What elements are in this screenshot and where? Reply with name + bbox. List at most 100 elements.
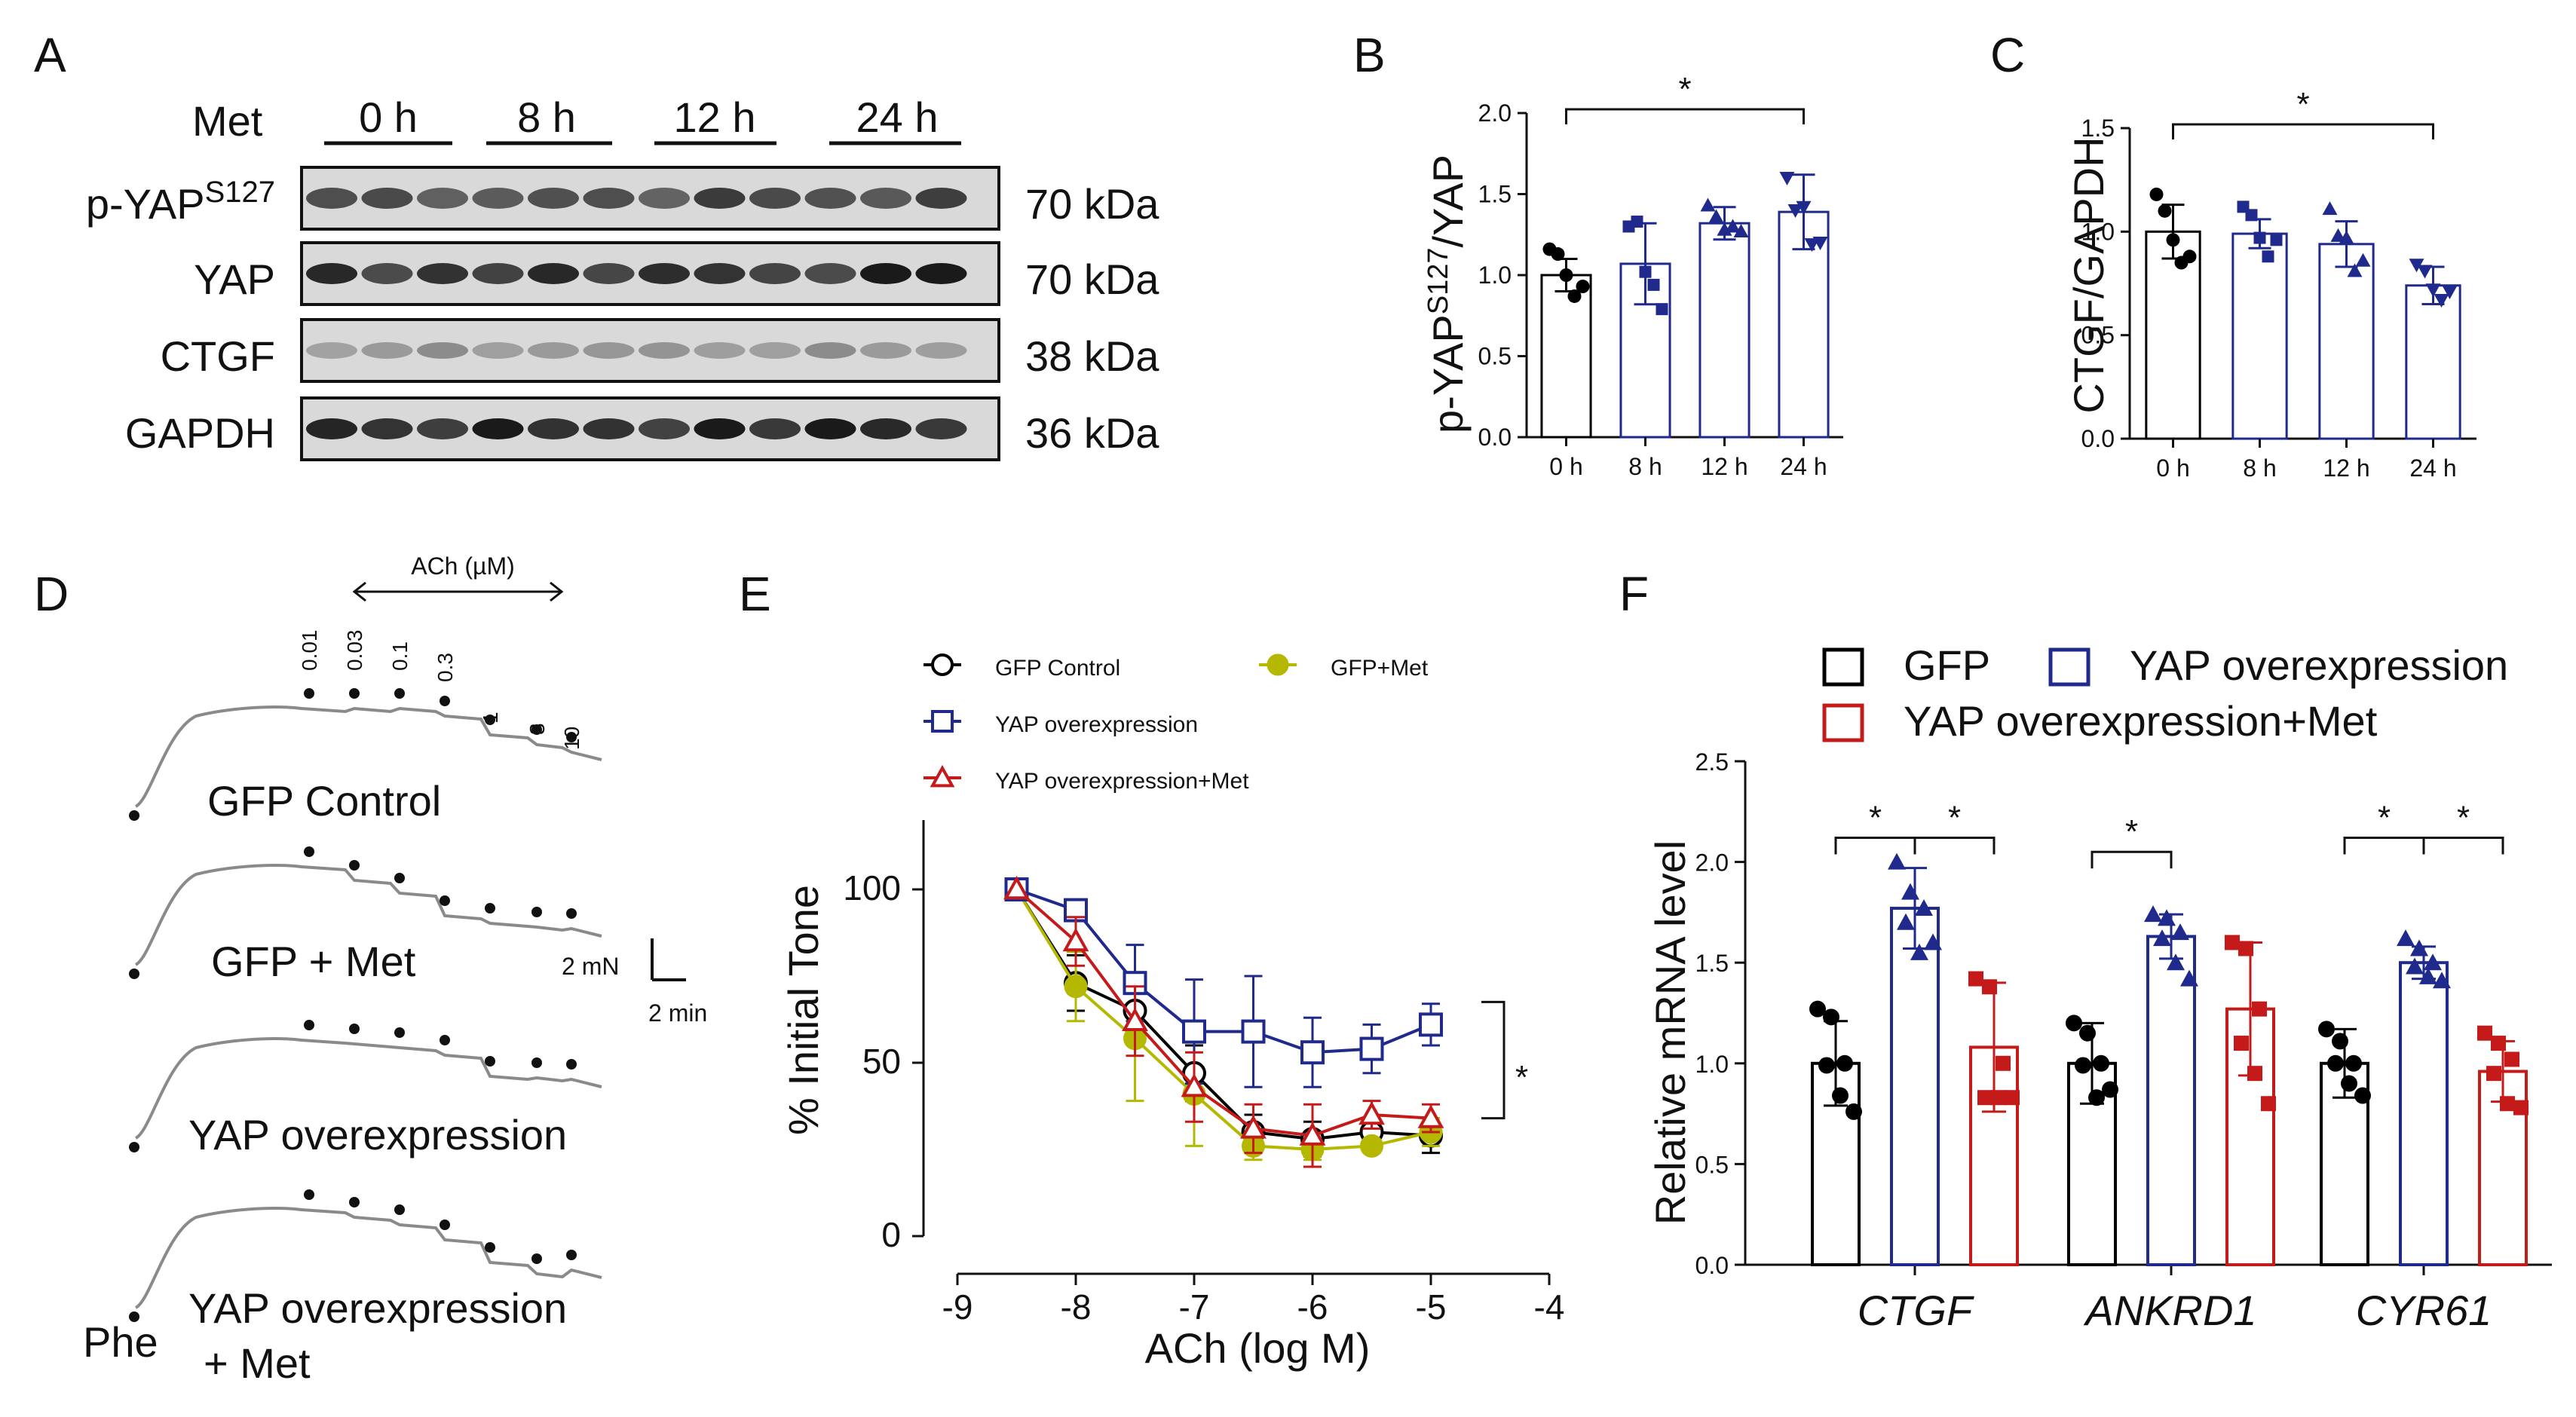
data-point (2238, 941, 2253, 956)
panel-d-letter: D (34, 567, 69, 621)
data-marker (1064, 975, 1088, 999)
data-point (1796, 200, 1812, 215)
y-tick-label: 100 (843, 868, 901, 907)
blot-band (583, 188, 635, 209)
significance-star: * (2378, 800, 2391, 837)
data-point (1982, 979, 1997, 995)
dose-dot (394, 1204, 405, 1215)
blot-band (694, 263, 746, 284)
scale-time-label: 2 min (648, 999, 707, 1027)
data-point (2153, 929, 2171, 947)
chart-f-legend: GFP YAP overexpression YAP overexpression+… (1822, 641, 2508, 745)
trace-label-gfp-control: GFP Control (207, 777, 441, 825)
blot-band (528, 342, 579, 359)
significance-bracket (2172, 123, 2434, 139)
dose-dot (566, 1059, 577, 1070)
panel-c-letter: C (1990, 28, 2025, 82)
x-tick-label: -4 (1534, 1287, 1565, 1327)
blot-band (915, 418, 967, 439)
x-tick-label: 12 h (2323, 454, 2369, 482)
blot-band (361, 263, 413, 284)
blot-band (749, 342, 801, 359)
dose-label: 0.03 (343, 630, 366, 672)
data-point (2225, 935, 2240, 950)
data-point (2088, 1089, 2105, 1106)
dose-dot (304, 846, 314, 857)
data-point (1901, 883, 1919, 900)
dose-dot (440, 895, 450, 906)
significance-bracket (2422, 837, 2504, 855)
data-point (2158, 204, 2172, 218)
dose-dot (440, 1035, 450, 1045)
x-tick-label: -7 (1179, 1287, 1210, 1327)
y-tick-label: 1.0 (2081, 218, 2115, 245)
data-marker (1359, 1036, 1384, 1061)
data-point (2434, 293, 2449, 308)
group-label: CYR61 (2356, 1287, 2492, 1334)
dose-labels: 0.010.030.10.31310 (298, 630, 584, 751)
series-line (1015, 888, 1432, 1137)
dose-dot (485, 715, 495, 725)
significance-bracket (1834, 837, 1916, 855)
data-point (1733, 223, 1749, 237)
panel-a: A Met 0 h 8 h 12 h 24 h p-YAPS127 YAP CT… (34, 28, 1159, 461)
kda-ctgf: 38 kDa (1025, 332, 1159, 380)
blot-band (528, 188, 579, 209)
blot-label-ctgf: CTGF (161, 332, 275, 380)
data-point (2079, 1024, 2096, 1042)
bar (2399, 961, 2449, 1266)
significance-bracket (2343, 837, 2425, 855)
dose-dot (566, 1250, 577, 1260)
blot-band (694, 342, 746, 359)
data-point (2167, 953, 2185, 971)
kda-gapdh: 36 kDa (1025, 409, 1159, 457)
kda-pyap: 70 kDa (1025, 180, 1159, 228)
blot-band (639, 342, 690, 359)
bar (2405, 284, 2461, 440)
blot-band (860, 342, 911, 359)
panel-b-letter: B (1353, 28, 1386, 82)
data-marker (1417, 1104, 1444, 1128)
dose-dot (566, 732, 577, 742)
data-point (1708, 209, 1724, 223)
blot-band (749, 188, 801, 209)
data-point (2166, 233, 2180, 247)
blot-band (915, 188, 967, 209)
dose-dot (531, 1253, 542, 1264)
data-point (2355, 252, 2371, 267)
data-point (2513, 1100, 2529, 1116)
data-point (2182, 249, 2197, 264)
data-point (2406, 957, 2424, 975)
blot-band (417, 263, 468, 284)
significance-star: * (1948, 800, 1961, 837)
dose-label: 0.3 (433, 653, 457, 682)
chart-f: F Relative mRNA level GFP YAP overexpress… (1619, 567, 2552, 1334)
phe-label: Phe (83, 1318, 158, 1366)
data-point (2330, 228, 2346, 242)
x-tick-label: 24 h (1780, 453, 1827, 480)
y-tick-label: 0.0 (2081, 425, 2115, 452)
dose-dot (394, 1027, 405, 1038)
data-point (2158, 909, 2176, 926)
blot-label-yap: YAP (194, 256, 275, 303)
blot-band (915, 263, 967, 284)
data-point (1809, 1000, 1826, 1018)
chart-f-ylabel: Relative mRNA level (1646, 840, 1694, 1225)
data-point (1647, 278, 1660, 291)
data-point (2180, 969, 2198, 987)
blot-band (417, 418, 468, 439)
blot-band (472, 188, 524, 209)
data-point (2318, 1021, 2335, 1038)
data-marker (1358, 1100, 1385, 1125)
data-point (2425, 283, 2441, 298)
data-marker (930, 764, 955, 788)
y-tick-label: 50 (862, 1042, 901, 1081)
timepoint-12h: 12 h (674, 93, 756, 141)
data-point (2410, 939, 2428, 956)
data-point (2252, 1001, 2267, 1017)
dose-dot (304, 1189, 314, 1200)
y-tick-label: 0.0 (1695, 1252, 1729, 1279)
data-point (2354, 1087, 2371, 1104)
legend-label: YAP overexpression+Met (995, 769, 1249, 794)
blot-band (306, 418, 357, 439)
